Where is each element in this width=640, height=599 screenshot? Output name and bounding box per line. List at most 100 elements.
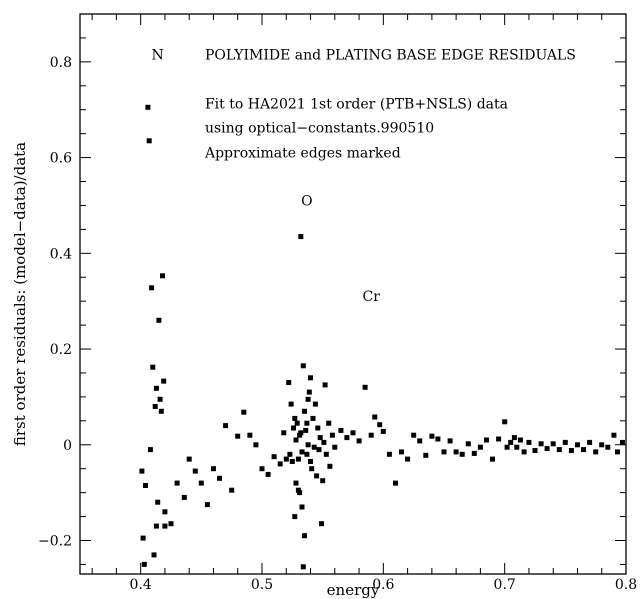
data-point (297, 490, 303, 496)
data-point (435, 436, 441, 442)
data-point (300, 363, 306, 369)
data-point (484, 437, 489, 443)
data-point (158, 408, 164, 414)
axis-ticks (80, 13, 627, 574)
data-point (568, 448, 574, 453)
plot-frame (79, 13, 627, 575)
data-point (153, 385, 159, 391)
data-point (544, 446, 550, 452)
data-point (593, 449, 599, 455)
data-point (562, 439, 568, 445)
data-point (302, 533, 307, 539)
data-point (447, 438, 453, 444)
data-point (162, 523, 168, 529)
data-point (502, 419, 508, 425)
y-tick-label: 0.8 (50, 55, 72, 71)
data-point (299, 449, 305, 455)
data-point (344, 435, 350, 441)
data-point (151, 552, 157, 558)
data-point (417, 438, 423, 444)
data-point (186, 456, 192, 462)
data-point (380, 428, 386, 434)
data-point (265, 471, 271, 477)
data-point (329, 432, 335, 438)
data-point (526, 439, 532, 445)
data-point (162, 509, 168, 515)
data-point (223, 423, 229, 429)
data-point (253, 442, 259, 448)
data-point (141, 561, 147, 567)
y-tick-label: 0.6 (50, 151, 72, 167)
data-point (362, 384, 368, 390)
data-point (287, 451, 293, 457)
data-point (619, 439, 625, 445)
data-point (305, 396, 311, 402)
data-point (317, 435, 323, 441)
data-point (174, 480, 180, 486)
data-point (311, 444, 317, 450)
axis-tick-labels: 0.4 0.5 0.6 0.7 0.8 −0.2 0 0.2 0.4 0.6 0.8 (38, 55, 637, 593)
data-point (153, 523, 159, 529)
data-point (322, 382, 328, 388)
data-points (139, 104, 625, 570)
x-tick-label: 0.6 (372, 577, 394, 593)
data-point (277, 461, 283, 467)
data-point (295, 456, 301, 462)
data-point (271, 454, 277, 460)
data-point (315, 425, 321, 431)
data-point (514, 444, 520, 450)
data-point (145, 104, 151, 110)
data-point (423, 452, 429, 458)
y-tick-label: 0.2 (50, 342, 72, 358)
data-point (303, 427, 309, 433)
data-point (157, 396, 163, 402)
data-point (235, 433, 241, 439)
chart-annotations: N POLYIMIDE and PLATING BASE EDGE RESIDUA… (152, 47, 576, 305)
data-point (441, 449, 447, 455)
data-point (517, 437, 523, 443)
data-point (323, 451, 329, 457)
data-point (309, 466, 315, 472)
data-point (281, 430, 287, 436)
data-point (372, 414, 378, 420)
data-point (386, 451, 392, 457)
data-point (377, 422, 383, 428)
data-point (356, 438, 362, 444)
data-point (143, 483, 148, 488)
data-point (204, 502, 210, 508)
data-point (292, 514, 298, 520)
data-point (147, 447, 153, 453)
data-point (140, 535, 146, 541)
data-point (471, 450, 477, 456)
data-point (411, 432, 417, 438)
y-tick-label: 0 (63, 438, 72, 454)
data-point (308, 459, 313, 464)
data-point (511, 435, 517, 441)
data-point (605, 444, 611, 450)
annotation-text: Approximate edges marked (204, 146, 401, 162)
data-point (321, 439, 327, 445)
data-point (217, 475, 222, 481)
data-point (308, 375, 313, 381)
data-point (288, 401, 294, 407)
data-point (299, 504, 305, 510)
data-point (192, 468, 198, 474)
data-point (305, 442, 311, 448)
data-point (292, 415, 298, 421)
data-point (429, 433, 435, 439)
data-point (161, 378, 167, 384)
data-point (338, 427, 344, 433)
y-tick-label: −0.2 (38, 533, 72, 549)
data-point (320, 478, 326, 484)
annotation-text: N (152, 47, 164, 63)
data-point (368, 432, 374, 438)
data-point (532, 448, 538, 453)
data-point (575, 442, 580, 448)
data-point (304, 451, 310, 457)
x-tick-label: 0.5 (251, 577, 273, 593)
data-point (291, 425, 296, 431)
data-point (298, 430, 304, 436)
annotation-text: POLYIMIDE and PLATING BASE EDGE RESIDUAL… (205, 47, 576, 63)
data-point (306, 389, 312, 395)
